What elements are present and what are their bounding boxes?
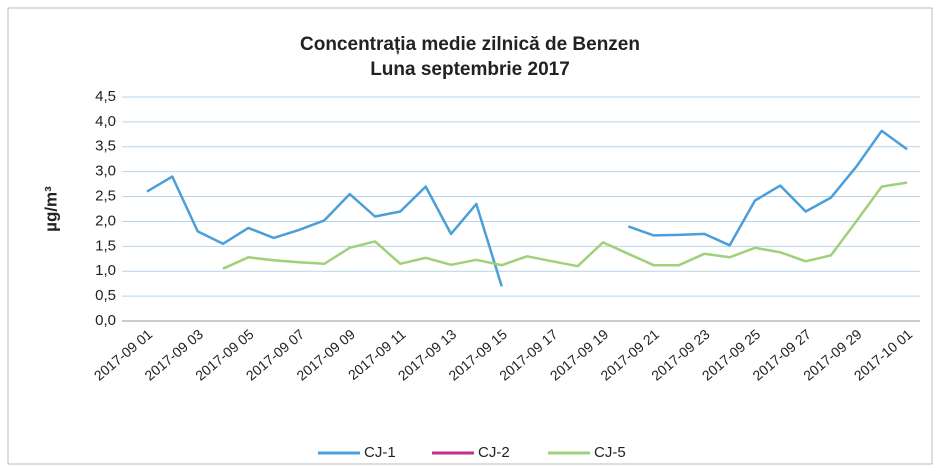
- y-tick-label: 3,0: [95, 163, 116, 180]
- legend-label: CJ-5: [594, 444, 626, 461]
- y-tick-label: 0,0: [95, 312, 116, 329]
- y-tick-label: 4,5: [95, 88, 116, 105]
- series-line: [146, 129, 908, 287]
- chart-subtitle: Luna septembrie 2017: [370, 59, 570, 80]
- chart-title: Concentrația medie zilnică de Benzen: [300, 34, 640, 55]
- y-tick-label: 4,0: [95, 113, 116, 130]
- legend-label: CJ-1: [364, 444, 396, 461]
- legend-label: CJ-2: [478, 444, 510, 461]
- y-tick-label: 1,5: [95, 237, 116, 254]
- y-tick-label: 1,0: [95, 262, 116, 279]
- y-tick-label: 2,0: [95, 212, 116, 229]
- y-tick-label: 2,5: [95, 188, 116, 205]
- y-tick-label: 3,5: [95, 138, 116, 155]
- chart-frame: [7, 7, 933, 465]
- y-axis-label: µg/m³: [41, 186, 60, 232]
- series-line: [222, 181, 908, 270]
- y-tick-label: 0,5: [95, 287, 116, 304]
